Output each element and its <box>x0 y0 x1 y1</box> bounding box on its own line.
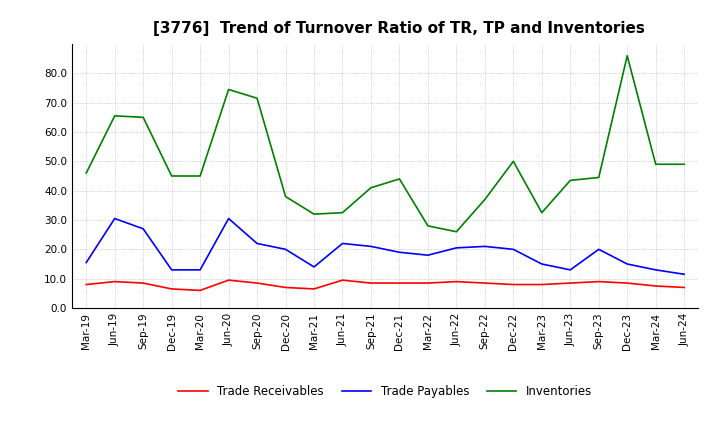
Inventories <box>395 176 404 182</box>
Trade Payables <box>423 253 432 258</box>
Trade Receivables <box>680 285 688 290</box>
Legend: Trade Receivables, Trade Payables, Inventories: Trade Receivables, Trade Payables, Inven… <box>174 380 597 403</box>
Inventories <box>282 194 290 199</box>
Trade Payables <box>566 267 575 272</box>
Inventories <box>366 185 375 191</box>
Trade Payables <box>480 244 489 249</box>
Trade Receivables <box>310 286 318 292</box>
Trade Receivables <box>282 285 290 290</box>
Inventories <box>196 173 204 179</box>
Line: Trade Payables: Trade Payables <box>86 219 684 274</box>
Line: Trade Receivables: Trade Receivables <box>86 280 684 290</box>
Trade Payables <box>366 244 375 249</box>
Trade Receivables <box>537 282 546 287</box>
Inventories <box>167 173 176 179</box>
Inventories <box>82 170 91 176</box>
Trade Payables <box>139 226 148 231</box>
Inventories <box>680 161 688 167</box>
Trade Payables <box>110 216 119 221</box>
Trade Receivables <box>480 280 489 286</box>
Trade Receivables <box>139 280 148 286</box>
Trade Receivables <box>395 280 404 286</box>
Trade Receivables <box>509 282 518 287</box>
Trade Payables <box>537 261 546 267</box>
Trade Receivables <box>566 280 575 286</box>
Trade Payables <box>82 260 91 265</box>
Trade Receivables <box>110 279 119 284</box>
Inventories <box>566 178 575 183</box>
Trade Receivables <box>595 279 603 284</box>
Trade Receivables <box>338 278 347 283</box>
Trade Receivables <box>196 288 204 293</box>
Inventories <box>338 210 347 215</box>
Inventories <box>595 175 603 180</box>
Trade Payables <box>167 267 176 272</box>
Inventories <box>310 212 318 217</box>
Inventories <box>253 95 261 101</box>
Text: [3776]  Trend of Turnover Ratio of TR, TP and Inventories: [3776] Trend of Turnover Ratio of TR, TP… <box>153 21 645 36</box>
Trade Payables <box>623 261 631 267</box>
Trade Receivables <box>623 280 631 286</box>
Inventories <box>139 115 148 120</box>
Trade Receivables <box>452 279 461 284</box>
Trade Payables <box>282 247 290 252</box>
Trade Payables <box>253 241 261 246</box>
Trade Payables <box>595 247 603 252</box>
Trade Receivables <box>366 280 375 286</box>
Inventories <box>623 53 631 59</box>
Inventories <box>423 223 432 228</box>
Trade Payables <box>338 241 347 246</box>
Trade Receivables <box>82 282 91 287</box>
Trade Receivables <box>225 278 233 283</box>
Trade Receivables <box>652 283 660 289</box>
Trade Payables <box>509 247 518 252</box>
Trade Payables <box>680 271 688 277</box>
Line: Inventories: Inventories <box>86 56 684 232</box>
Inventories <box>480 197 489 202</box>
Inventories <box>110 113 119 118</box>
Trade Payables <box>310 264 318 270</box>
Trade Payables <box>196 267 204 272</box>
Inventories <box>452 229 461 235</box>
Inventories <box>509 159 518 164</box>
Trade Payables <box>395 249 404 255</box>
Trade Receivables <box>167 286 176 292</box>
Trade Payables <box>652 267 660 272</box>
Inventories <box>652 161 660 167</box>
Inventories <box>225 87 233 92</box>
Inventories <box>537 210 546 215</box>
Trade Receivables <box>253 280 261 286</box>
Trade Payables <box>452 245 461 250</box>
Trade Receivables <box>423 280 432 286</box>
Trade Payables <box>225 216 233 221</box>
